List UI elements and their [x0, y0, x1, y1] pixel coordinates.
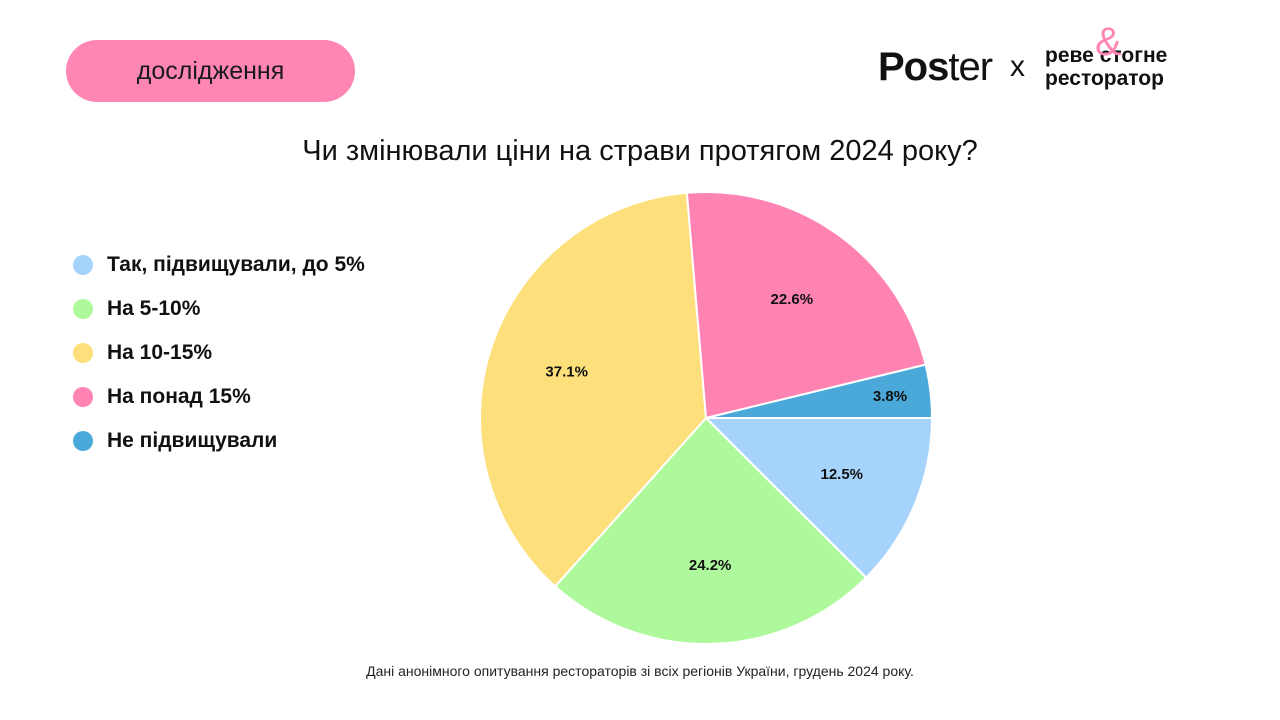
- section-tag: дослідження: [66, 40, 355, 102]
- legend-label: На 5-10%: [107, 297, 201, 320]
- pie-slice-label: 12.5%: [820, 466, 863, 483]
- partner-logo-line1: реве стогне: [1045, 44, 1168, 67]
- pie-slice-label: 37.1%: [545, 363, 588, 380]
- legend-dot-icon: [73, 387, 93, 407]
- pie-slice-label: 22.6%: [771, 291, 814, 308]
- partner-logo-line2: ресторатор: [1045, 67, 1164, 90]
- pie-slice: [703, 417, 934, 579]
- legend-label: На понад 15%: [107, 385, 251, 408]
- legend-dot-icon: [73, 343, 93, 363]
- section-tag-label: дослідження: [136, 56, 285, 85]
- legend-label: На 10-15%: [107, 341, 213, 364]
- legend-item: На 5-10%: [73, 287, 365, 331]
- chart-legend: Так, підвищували, до 5% На 5-10% На 10-1…: [73, 243, 365, 463]
- poster-logo: Poster: [878, 44, 993, 89]
- legend-label: Так, підвищували, до 5%: [107, 253, 365, 276]
- legend-label: Не підвищували: [107, 429, 278, 452]
- source-note: Дані анонімного опитування рестораторів …: [366, 663, 914, 679]
- legend-dot-icon: [73, 299, 93, 319]
- brand-separator: x: [1010, 50, 1026, 83]
- pie-slice: [479, 191, 708, 588]
- legend-dot-icon: [73, 255, 93, 275]
- legend-item: На 10-15%: [73, 331, 365, 375]
- legend-dot-icon: [73, 431, 93, 451]
- legend-item: Так, підвищували, до 5%: [73, 243, 365, 287]
- pie-slice: [705, 363, 934, 419]
- legend-item: На понад 15%: [73, 375, 365, 419]
- pie-slice: [553, 416, 868, 645]
- pie-slice: [685, 191, 927, 420]
- legend-item: Не підвищували: [73, 419, 365, 463]
- pie-slice-label: 24.2%: [689, 557, 732, 574]
- pie-slice-label: 3.8%: [873, 388, 907, 405]
- chart-title: Чи змінювали ціни на страви протягом 202…: [302, 135, 978, 167]
